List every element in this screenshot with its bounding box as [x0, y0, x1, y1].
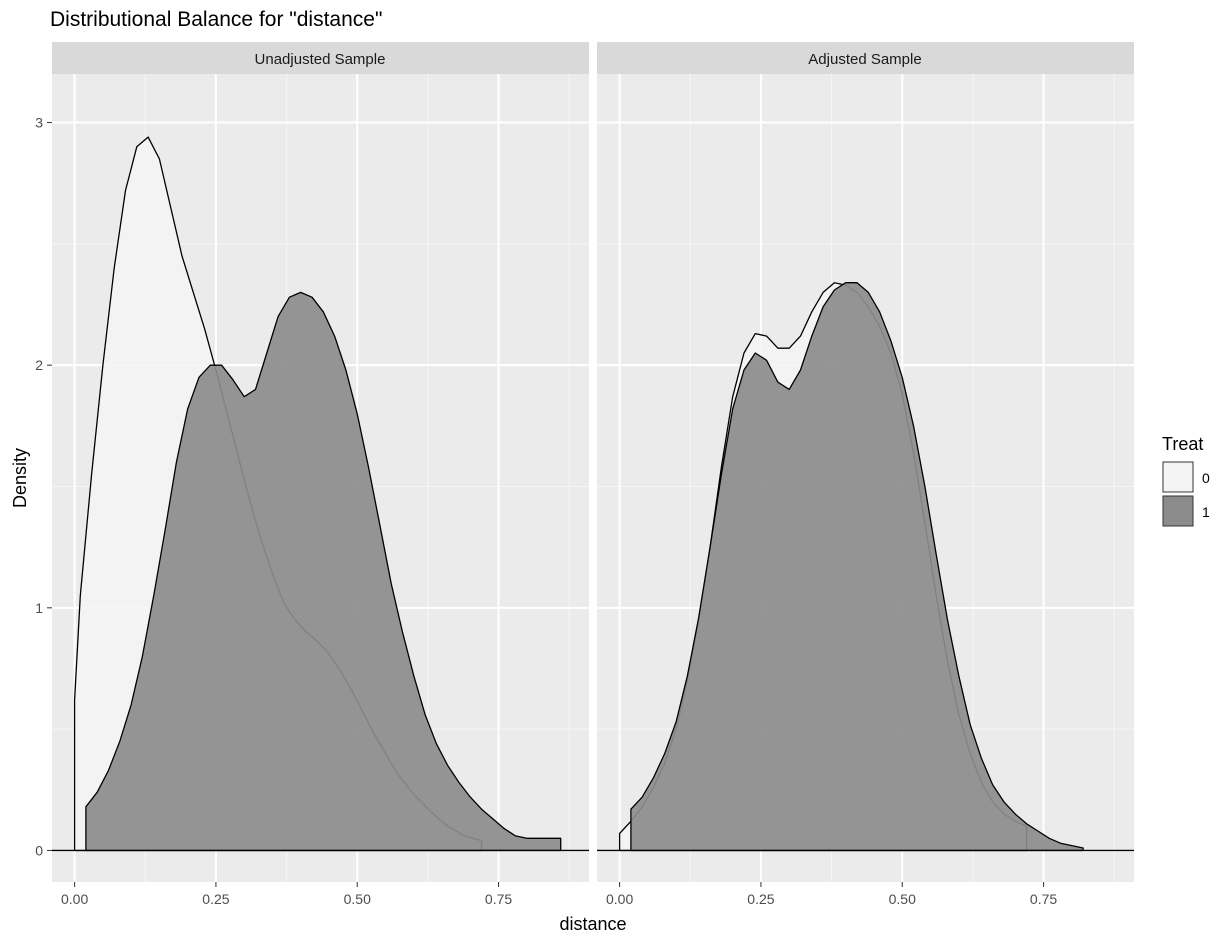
y-tick-label: 1	[35, 600, 43, 616]
density-area-treat-1	[630, 282, 1084, 852]
legend-title: Treat	[1162, 434, 1203, 454]
chart-title: Distributional Balance for "distance"	[50, 8, 382, 31]
legend-key-0	[1162, 461, 1194, 493]
x-tick-labels: 0.00 0.25 0.50 0.75	[606, 882, 1057, 907]
x-tick-label: 0.00	[61, 891, 88, 907]
strip-label-adjusted: Adjusted Sample	[808, 51, 921, 68]
legend-label-0: 0	[1202, 470, 1210, 486]
y-tick-label: 2	[35, 357, 43, 373]
x-tick-labels: 0.00 0.25 0.50 0.75	[61, 882, 512, 907]
panel-series	[52, 136, 589, 852]
legend: Treat 0 1	[1162, 434, 1210, 527]
x-tick-label: 0.50	[889, 891, 916, 907]
legend-label-1: 1	[1202, 504, 1210, 520]
legend-key-1	[1162, 495, 1194, 527]
x-axis-title: distance	[559, 914, 626, 934]
x-tick-label: 0.50	[344, 891, 371, 907]
x-tick-label: 0.00	[606, 891, 633, 907]
y-tick-label: 0	[35, 842, 43, 858]
density-area-treat-1	[85, 291, 562, 852]
x-tick-label: 0.75	[485, 891, 512, 907]
strip-label-unadjusted: Unadjusted Sample	[255, 51, 386, 68]
x-tick-label: 0.25	[202, 891, 229, 907]
y-tick-label: 3	[35, 115, 43, 131]
panel-series	[597, 282, 1134, 852]
y-tick-labels: 0 1 2 3	[35, 115, 52, 858]
y-axis-title: Density	[10, 448, 30, 508]
panel-adjusted: Adjusted Sample 0.00 0.25 0.50 0.75	[597, 42, 1134, 907]
panel-unadjusted: Unadjusted Sample 0.00 0.25 0.50 0.75 0 1 2 3	[35, 42, 589, 907]
x-tick-label: 0.75	[1030, 891, 1057, 907]
strip-background	[597, 42, 1134, 74]
x-tick-label: 0.25	[747, 891, 774, 907]
strip-background	[52, 42, 589, 74]
